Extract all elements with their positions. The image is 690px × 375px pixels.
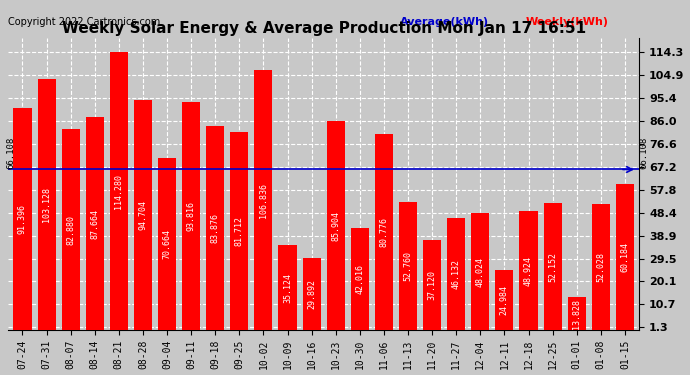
Bar: [447, 218, 465, 330]
Text: 24.984: 24.984: [500, 285, 509, 315]
Bar: [255, 70, 273, 330]
Text: 13.828: 13.828: [572, 298, 581, 328]
Text: 94.704: 94.704: [139, 200, 148, 230]
Text: 85.904: 85.904: [331, 211, 340, 241]
Text: 48.924: 48.924: [524, 256, 533, 286]
Bar: [182, 102, 200, 330]
Bar: [134, 100, 152, 330]
Text: 46.132: 46.132: [452, 259, 461, 289]
Text: 52.028: 52.028: [596, 252, 605, 282]
Bar: [520, 211, 538, 330]
Text: 80.776: 80.776: [380, 217, 388, 247]
Bar: [61, 129, 80, 330]
Text: Average(kWh): Average(kWh): [400, 16, 489, 27]
Bar: [568, 297, 586, 330]
Bar: [326, 122, 345, 330]
Title: Weekly Solar Energy & Average Production Mon Jan 17 16:51: Weekly Solar Energy & Average Production…: [61, 21, 586, 36]
Text: 42.016: 42.016: [355, 264, 364, 294]
Text: 114.280: 114.280: [115, 174, 124, 209]
Text: 48.024: 48.024: [476, 257, 485, 287]
Text: Copyright 2022 Cartronics.com: Copyright 2022 Cartronics.com: [8, 16, 160, 27]
Text: 103.128: 103.128: [42, 188, 51, 222]
Text: 66.108: 66.108: [640, 137, 649, 170]
Bar: [544, 204, 562, 330]
Text: 91.396: 91.396: [18, 204, 27, 234]
Bar: [423, 240, 441, 330]
Text: 93.816: 93.816: [187, 201, 196, 231]
Bar: [351, 228, 369, 330]
Bar: [592, 204, 610, 330]
Bar: [399, 202, 417, 330]
Text: 29.892: 29.892: [307, 279, 316, 309]
Bar: [110, 52, 128, 330]
Bar: [86, 117, 104, 330]
Text: 106.836: 106.836: [259, 183, 268, 218]
Text: 81.712: 81.712: [235, 216, 244, 246]
Text: Weekly(kWh): Weekly(kWh): [526, 16, 609, 27]
Bar: [471, 213, 489, 330]
Text: 52.152: 52.152: [548, 252, 557, 282]
Bar: [206, 126, 224, 330]
Bar: [495, 270, 513, 330]
Bar: [303, 258, 321, 330]
Bar: [279, 245, 297, 330]
Text: 82.880: 82.880: [66, 214, 75, 244]
Bar: [230, 132, 248, 330]
Text: 35.124: 35.124: [283, 273, 292, 303]
Text: 70.664: 70.664: [163, 230, 172, 260]
Bar: [37, 80, 56, 330]
Text: 87.664: 87.664: [90, 209, 99, 239]
Text: 83.876: 83.876: [210, 213, 219, 243]
Text: 60.184: 60.184: [620, 242, 629, 272]
Text: 37.120: 37.120: [428, 270, 437, 300]
Text: 52.760: 52.760: [404, 251, 413, 281]
Text: 66.108: 66.108: [6, 137, 15, 170]
Bar: [616, 184, 634, 330]
Bar: [375, 134, 393, 330]
Bar: [158, 158, 176, 330]
Bar: [13, 108, 32, 330]
